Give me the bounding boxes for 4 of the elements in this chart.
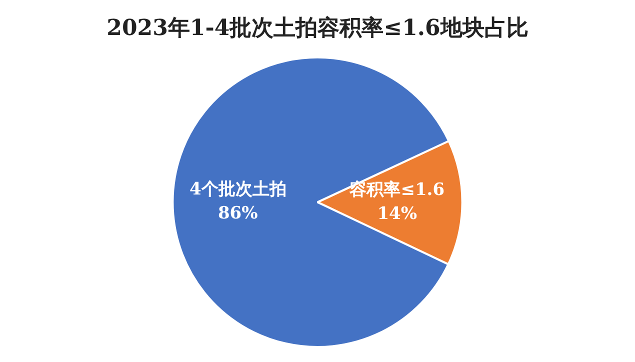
chart-title: 2023年1-4批次土拍容积率≤1.6地块占比 bbox=[106, 14, 528, 41]
data-label: 14% bbox=[377, 204, 418, 224]
data-label: 86% bbox=[218, 203, 258, 224]
slice-label: 4个批次土拍 bbox=[189, 179, 286, 200]
